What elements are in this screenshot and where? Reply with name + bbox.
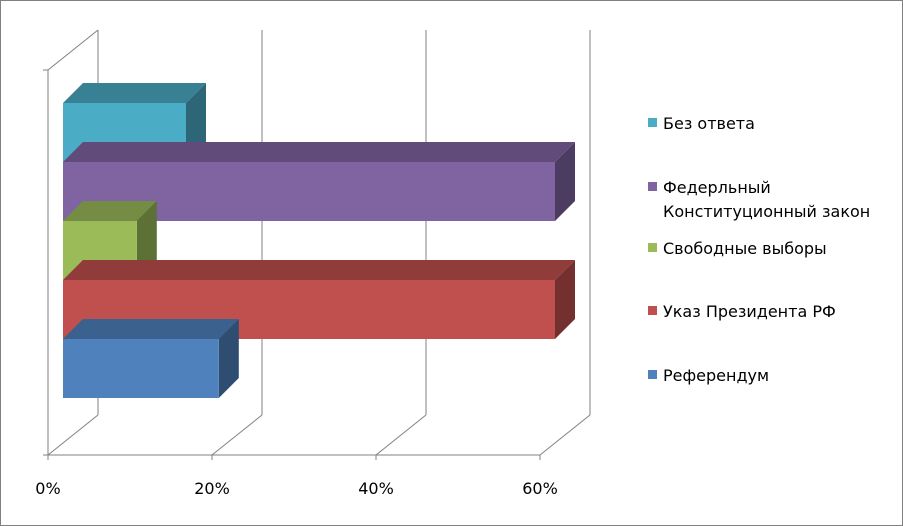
legend-swatch (648, 370, 657, 379)
bar-top-face (63, 260, 575, 280)
legend-swatch (648, 243, 657, 252)
tick-labels: 0% 20% 40% 60% (35, 479, 557, 498)
legend-swatch (648, 306, 657, 315)
legend-label: Референдум (663, 366, 770, 385)
bars-layer (63, 83, 575, 398)
x-tick-label: 20% (194, 479, 230, 498)
legend-label: Указ Президента РФ (663, 302, 836, 321)
bar-top-face (63, 83, 206, 103)
bar-side-face (555, 142, 575, 221)
legend-item: Без ответа (648, 112, 893, 136)
legend-swatch (648, 118, 657, 127)
wall-edge-top (47, 29, 99, 71)
legend-item: Референдум (648, 364, 893, 388)
floor-line (539, 414, 591, 456)
legend-item: Федерльный Конституционный закон (648, 176, 893, 224)
bar-top-face (63, 142, 575, 162)
floor-line (375, 414, 427, 456)
legend-item: Свободные выборы (648, 237, 893, 261)
x-tick-label: 0% (35, 479, 60, 498)
legend-label: Федерльный Конституционный закон (663, 178, 871, 221)
bar-side-face (218, 319, 239, 398)
legend-swatch (648, 182, 657, 191)
legend-label: Свободные выборы (663, 239, 827, 258)
x-tick-label: 60% (522, 479, 558, 498)
x-tick-label: 40% (358, 479, 394, 498)
legend-item: Указ Президента РФ (648, 300, 893, 324)
bar (63, 319, 239, 398)
bar (63, 142, 575, 221)
floor-line (211, 414, 263, 456)
bar-top-face (63, 319, 239, 339)
bar-side-face (555, 260, 575, 339)
floor-line (47, 414, 99, 456)
legend-label: Без ответа (663, 114, 755, 133)
bar-top-face (63, 201, 157, 221)
bar-front-face (63, 339, 219, 398)
